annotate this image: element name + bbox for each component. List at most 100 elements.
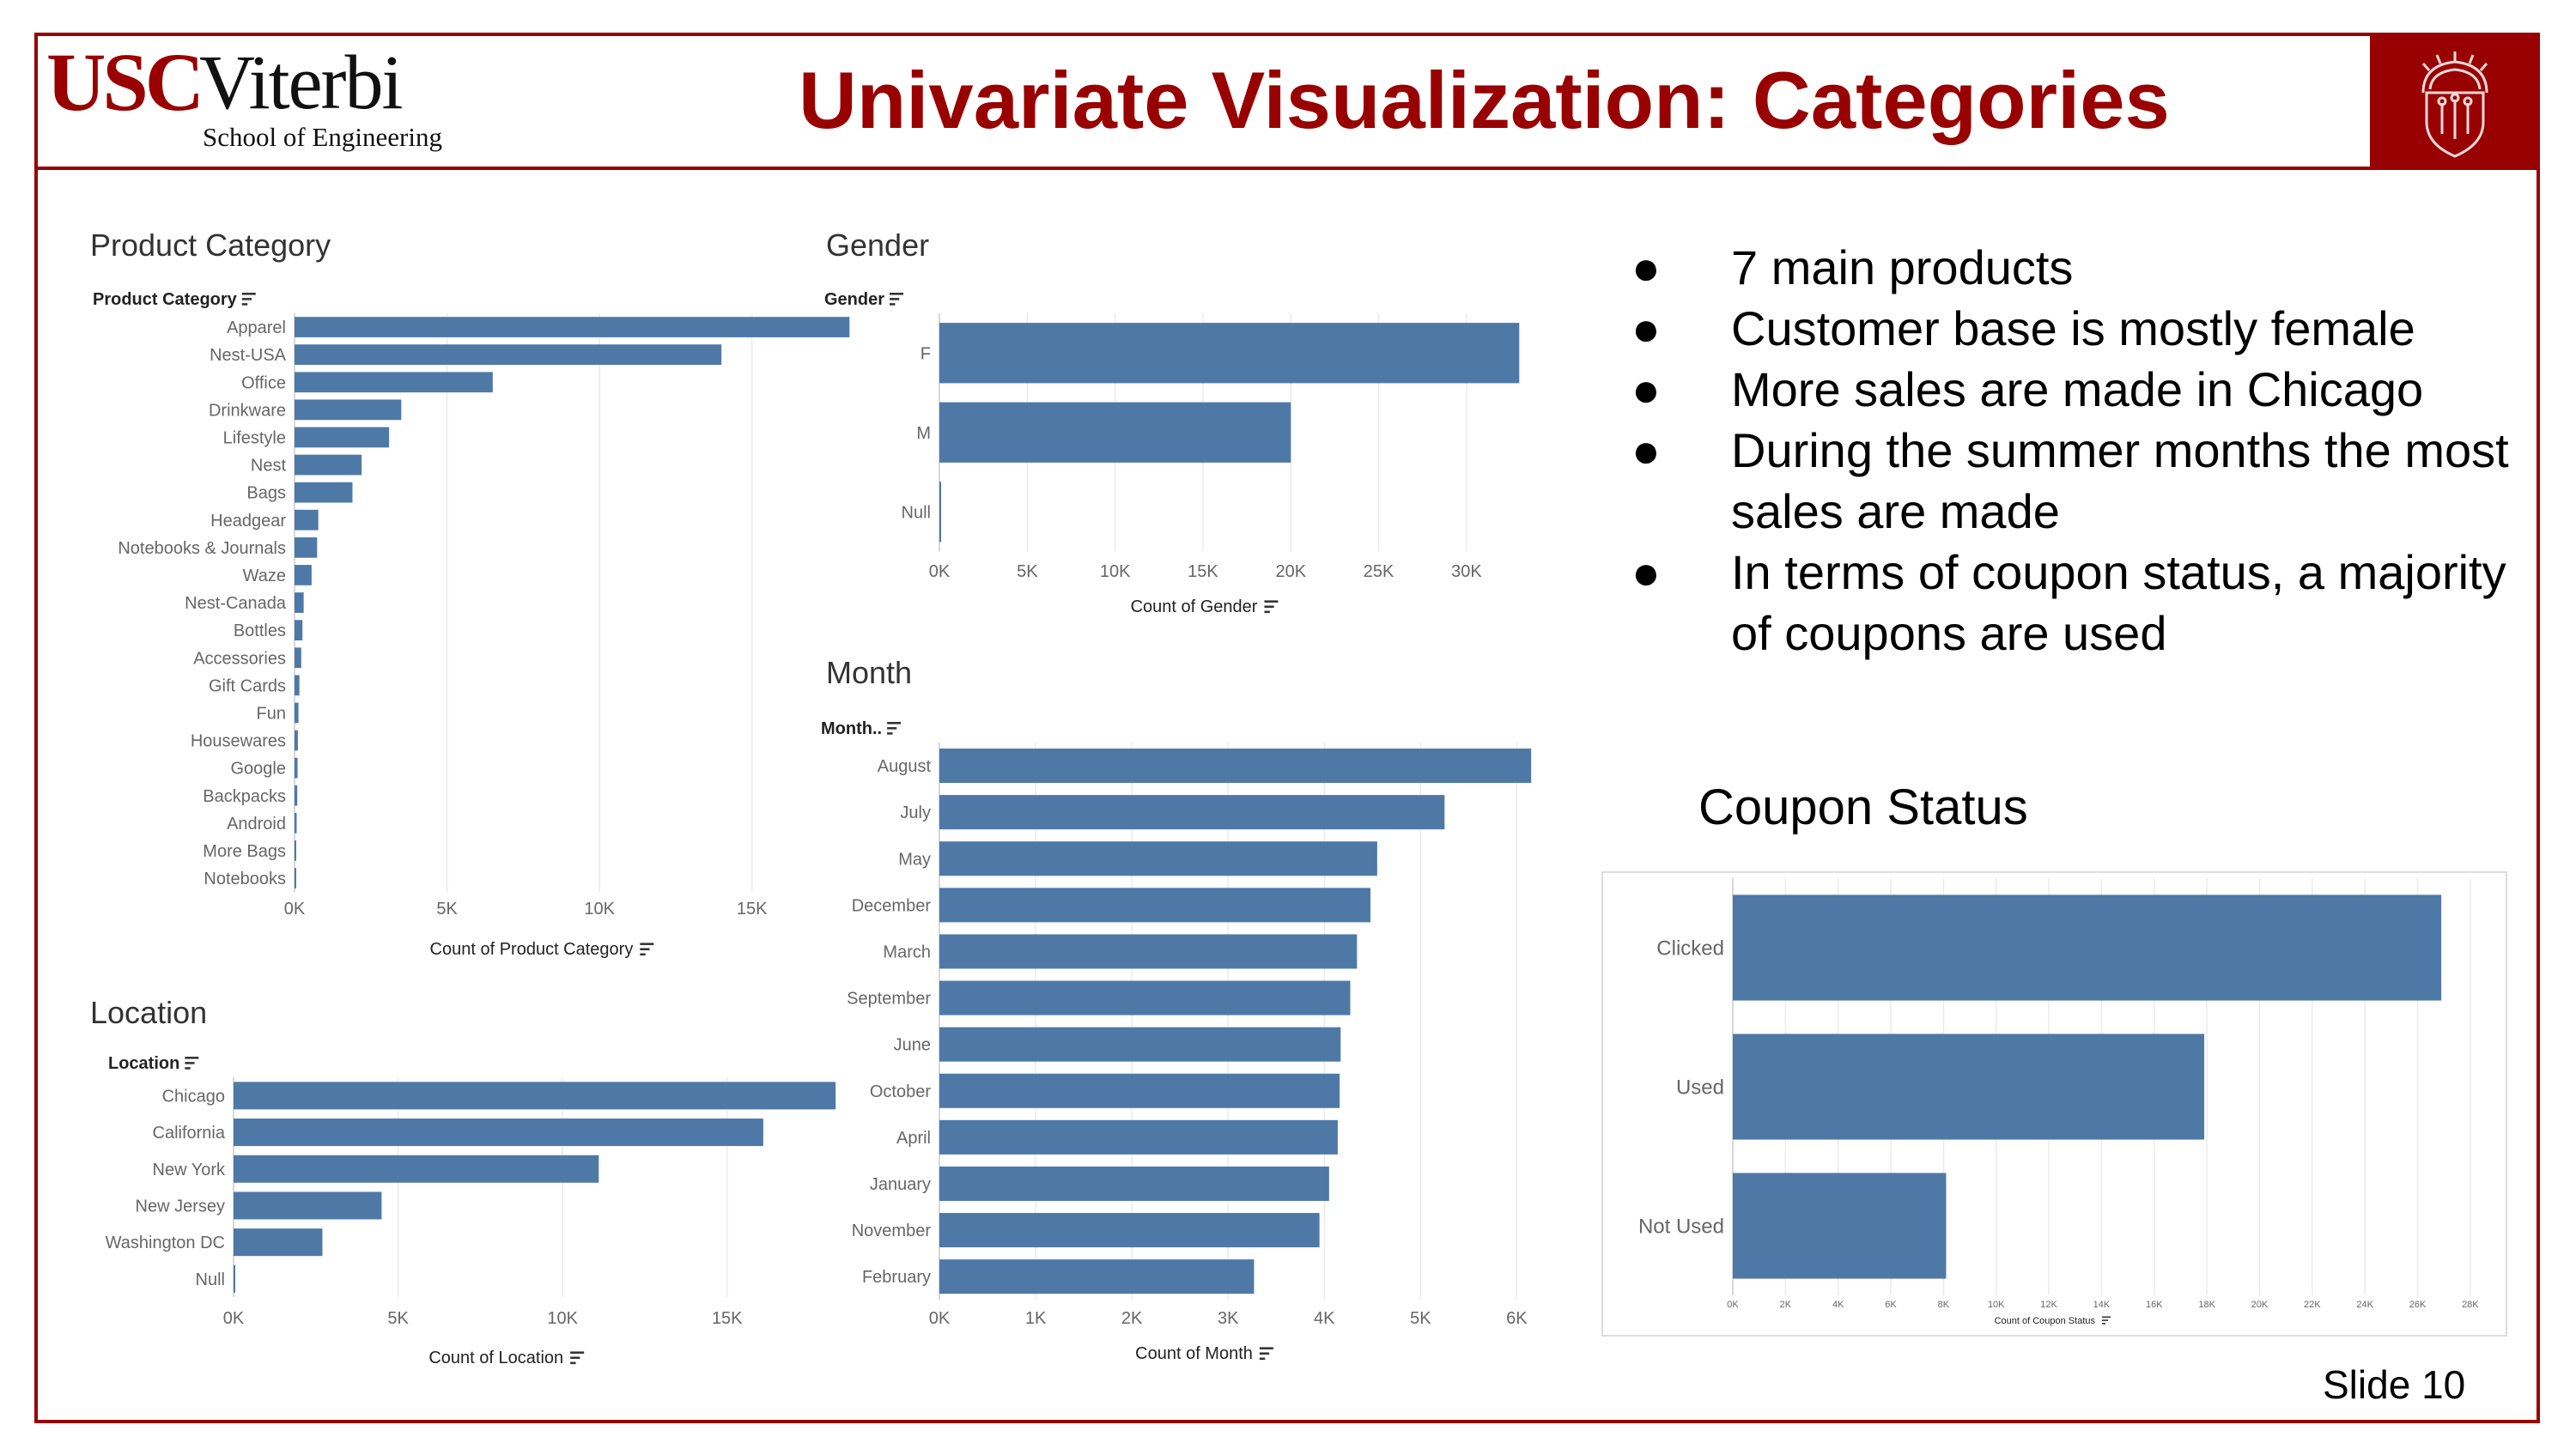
category-label: Apparel xyxy=(227,318,286,337)
category-label: New Jersey xyxy=(136,1197,225,1216)
bar xyxy=(295,785,298,806)
coupon-status-chart: Clicked Used Not Used 0K 2K 4K 6K 8K 10K 12K 14K 16… xyxy=(1638,878,2479,1326)
category-label: November xyxy=(852,1222,932,1240)
bullet-marker: ● xyxy=(1631,423,1661,477)
x-tick-label: 4K xyxy=(1314,1309,1335,1328)
slide-number: Slide 10 xyxy=(2323,1362,2466,1407)
category-label: September xyxy=(847,990,931,1009)
bar xyxy=(295,675,300,696)
category-label: Backpacks xyxy=(203,787,286,806)
bar xyxy=(939,1027,1341,1062)
bar xyxy=(295,812,297,834)
bullet-text: Customer base is mostly female xyxy=(1731,301,2415,355)
category-label: March xyxy=(883,943,931,961)
product-category-chart-title: Product Category xyxy=(90,227,331,263)
bullet-text: In terms of coupon status, a majority of… xyxy=(1731,545,2506,660)
bar xyxy=(295,868,296,888)
x-axis-title: Count of Coupon Status xyxy=(1995,1316,2096,1326)
bar xyxy=(939,323,1520,384)
x-tick-label: 4K xyxy=(1832,1300,1844,1310)
sort-descending-icon[interactable] xyxy=(1264,600,1279,614)
x-tick-label: 18K xyxy=(2198,1300,2215,1310)
bar xyxy=(295,537,318,558)
usc-logo: USC xyxy=(46,36,204,128)
usc-seal-icon xyxy=(2370,33,2540,170)
x-tick-label: 20K xyxy=(1275,562,1306,581)
bar xyxy=(295,372,493,393)
bar xyxy=(234,1191,382,1220)
x-tick-label: 2K xyxy=(1121,1309,1143,1328)
sort-descending-icon[interactable] xyxy=(890,293,904,306)
category-label: Notebooks & Journals xyxy=(118,539,286,558)
category-label: Null xyxy=(196,1270,225,1289)
category-label: July xyxy=(900,803,931,822)
x-tick-label: 6K xyxy=(1506,1309,1528,1328)
category-label: Not Used xyxy=(1638,1215,1724,1238)
bar xyxy=(939,1213,1320,1248)
category-label: New York xyxy=(153,1161,226,1179)
gender-chart-title: Gender xyxy=(826,227,930,263)
category-label: Android xyxy=(227,815,286,834)
location-chart-title: Location xyxy=(90,995,208,1030)
category-label: Null xyxy=(902,503,931,522)
sort-descending-icon[interactable] xyxy=(640,943,654,956)
bullet-item: ● 7 main products xyxy=(1631,237,2533,298)
x-tick-label: 20K xyxy=(2251,1300,2269,1310)
bar xyxy=(234,1119,763,1147)
category-label: Notebooks xyxy=(204,870,286,888)
axis-field-label: Gender xyxy=(824,290,884,309)
bar xyxy=(939,795,1445,830)
x-tick-label: 0K xyxy=(1727,1300,1739,1310)
category-label: Gift Cards xyxy=(209,676,286,695)
category-label: December xyxy=(852,896,932,915)
x-tick-label: 5K xyxy=(387,1309,409,1328)
sort-descending-icon[interactable] xyxy=(1259,1347,1273,1361)
slide-title: Univariate Visualization: Categories xyxy=(799,55,2170,145)
bar xyxy=(939,749,1532,784)
sort-descending-icon[interactable] xyxy=(570,1351,585,1365)
x-axis-title: Count of Gender xyxy=(1131,597,1258,616)
category-label: Bags xyxy=(246,484,286,503)
category-label: February xyxy=(862,1268,931,1287)
sort-descending-icon[interactable] xyxy=(2102,1316,2111,1325)
x-tick-label: 24K xyxy=(2356,1300,2373,1310)
category-label: Fun xyxy=(257,704,286,723)
bar xyxy=(939,482,942,543)
x-tick-label: 10K xyxy=(547,1309,578,1328)
bullet-text: 7 main products xyxy=(1731,240,2074,294)
category-label: Bottles xyxy=(234,621,286,640)
bullet-item: ● During the summer months the most sales… xyxy=(1631,420,2533,542)
category-label: Office xyxy=(241,373,286,392)
sort-descending-icon[interactable] xyxy=(185,1057,199,1070)
bar xyxy=(939,1119,1338,1155)
x-tick-label: 15K xyxy=(712,1309,743,1328)
bar xyxy=(295,427,390,448)
bar xyxy=(295,509,319,530)
bar xyxy=(939,402,1291,463)
bullet-item: ● More sales are made in Chicago xyxy=(1631,359,2533,420)
x-tick-label: 22K xyxy=(2304,1300,2321,1310)
category-label: Housewares xyxy=(191,732,286,751)
bar xyxy=(295,565,312,585)
x-tick-label: 10K xyxy=(1100,562,1131,581)
bar xyxy=(295,757,298,779)
x-tick-label: 5K xyxy=(436,900,458,919)
x-tick-label: 1K xyxy=(1025,1309,1047,1328)
bar xyxy=(234,1264,235,1293)
axis-field-label: Product Category xyxy=(93,290,238,309)
x-tick-label: 10K xyxy=(584,900,615,919)
bar xyxy=(295,840,296,861)
bullet-marker: ● xyxy=(1631,545,1661,599)
sort-descending-icon[interactable] xyxy=(887,722,902,735)
category-label: August xyxy=(878,757,932,776)
sort-descending-icon[interactable] xyxy=(241,293,256,306)
month-chart: Month.. August July May December March Septemb… xyxy=(821,719,1532,1363)
bullet-item: ● Customer base is mostly female xyxy=(1631,298,2533,359)
category-label: M xyxy=(916,424,931,443)
school-of-engineering-label: School of Engineering xyxy=(203,122,442,152)
bar xyxy=(234,1228,323,1257)
month-chart-title: Month xyxy=(826,655,913,690)
category-label: Google xyxy=(231,760,287,779)
bar xyxy=(295,620,303,641)
bar xyxy=(295,702,299,724)
